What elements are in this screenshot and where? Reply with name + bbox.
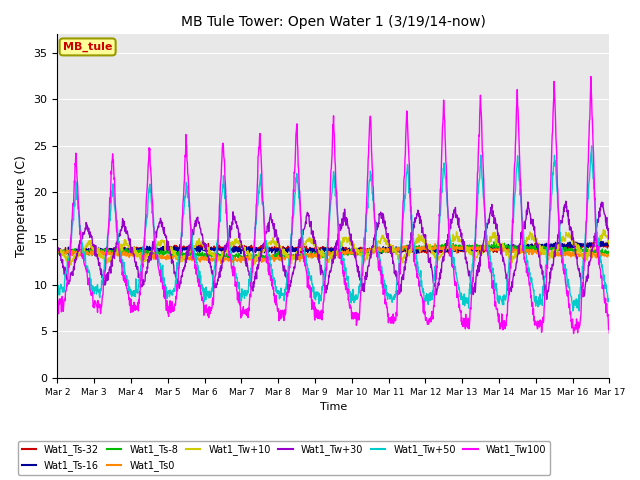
Wat1_Ts-32 xyxy=(592,239,600,245)
Wat1_Ts-8 xyxy=(310,252,317,258)
Title: MB Tule Tower: Open Water 1 (3/19/14-now): MB Tule Tower: Open Water 1 (3/19/14-now… xyxy=(181,15,486,29)
Wat1_Ts-16 xyxy=(97,246,104,252)
Wat1_Tw+10 xyxy=(310,239,317,245)
Wat1_Tw100 xyxy=(309,299,317,305)
Wat1_Tw+50 xyxy=(299,238,307,243)
Wat1_Ts-8 xyxy=(300,253,307,259)
Wat1_Tw+10 xyxy=(67,262,75,268)
Wat1_Ts-8 xyxy=(368,249,376,255)
Wat1_Tw+30 xyxy=(309,234,317,240)
Wat1_Ts0 xyxy=(54,251,61,257)
Line: Wat1_Ts-8: Wat1_Ts-8 xyxy=(58,242,609,260)
Wat1_Ts0 xyxy=(310,254,317,260)
Wat1_Ts-32 xyxy=(300,245,307,251)
Wat1_Tw+10 xyxy=(605,234,613,240)
Wat1_Ts-16 xyxy=(300,247,307,252)
Text: MB_tule: MB_tule xyxy=(63,42,112,52)
Wat1_Tw+30 xyxy=(119,216,127,222)
Wat1_Ts-16 xyxy=(119,247,127,253)
X-axis label: Time: Time xyxy=(320,402,347,412)
Wat1_Ts-16 xyxy=(54,249,61,255)
Wat1_Ts-8 xyxy=(288,255,296,261)
Wat1_Ts-16 xyxy=(310,249,317,254)
Line: Wat1_Ts0: Wat1_Ts0 xyxy=(58,244,609,264)
Y-axis label: Temperature (C): Temperature (C) xyxy=(15,155,28,257)
Wat1_Tw+50 xyxy=(588,143,595,149)
Wat1_Tw+10 xyxy=(368,250,376,255)
Wat1_Tw100 xyxy=(367,146,375,152)
Wat1_Ts-8 xyxy=(605,250,613,256)
Wat1_Tw+30 xyxy=(367,252,375,257)
Wat1_Tw100 xyxy=(288,234,296,240)
Wat1_Tw+10 xyxy=(288,256,296,262)
Wat1_Ts0 xyxy=(368,249,376,255)
Wat1_Tw+30 xyxy=(96,267,104,273)
Wat1_Tw+50 xyxy=(605,295,613,301)
Wat1_Ts-32 xyxy=(368,246,376,252)
Wat1_Ts-32 xyxy=(288,246,296,252)
Wat1_Tw100 xyxy=(119,269,127,275)
Wat1_Tw100 xyxy=(54,296,61,301)
Wat1_Tw100 xyxy=(587,73,595,79)
Wat1_Ts-16 xyxy=(368,248,376,253)
Wat1_Tw100 xyxy=(299,250,307,256)
Legend: Wat1_Ts-32, Wat1_Ts-16, Wat1_Ts-8, Wat1_Ts0, Wat1_Tw+10, Wat1_Tw+30, Wat1_Tw+50,: Wat1_Ts-32, Wat1_Ts-16, Wat1_Ts-8, Wat1_… xyxy=(18,441,550,475)
Wat1_Tw100 xyxy=(570,331,577,336)
Wat1_Ts-32 xyxy=(605,239,613,245)
Wat1_Ts0 xyxy=(217,261,225,266)
Wat1_Tw+50 xyxy=(96,291,104,297)
Wat1_Ts-16 xyxy=(597,238,605,244)
Wat1_Tw+50 xyxy=(575,308,583,314)
Wat1_Tw+10 xyxy=(119,243,127,249)
Wat1_Ts-8 xyxy=(96,249,104,254)
Line: Wat1_Ts-32: Wat1_Ts-32 xyxy=(58,242,609,255)
Wat1_Tw+30 xyxy=(605,236,613,242)
Wat1_Tw+10 xyxy=(97,251,104,257)
Wat1_Ts0 xyxy=(96,252,104,257)
Wat1_Tw+50 xyxy=(309,286,317,291)
Wat1_Ts-16 xyxy=(92,253,99,259)
Wat1_Tw+30 xyxy=(562,198,570,204)
Line: Wat1_Tw+50: Wat1_Tw+50 xyxy=(58,146,609,311)
Wat1_Ts-32 xyxy=(119,246,127,252)
Wat1_Tw+10 xyxy=(54,244,61,250)
Wat1_Tw+50 xyxy=(54,282,61,288)
Wat1_Tw+50 xyxy=(367,174,375,180)
Wat1_Tw+10 xyxy=(300,245,307,251)
Line: Wat1_Ts-16: Wat1_Ts-16 xyxy=(58,241,609,256)
Wat1_Tw100 xyxy=(605,330,613,336)
Wat1_Tw+30 xyxy=(543,297,550,302)
Wat1_Ts-32 xyxy=(310,248,317,253)
Line: Wat1_Tw100: Wat1_Tw100 xyxy=(58,76,609,334)
Wat1_Ts-16 xyxy=(288,243,296,249)
Wat1_Ts0 xyxy=(605,252,613,258)
Wat1_Ts0 xyxy=(288,256,296,262)
Wat1_Ts-8 xyxy=(490,239,498,245)
Wat1_Tw+10 xyxy=(600,227,607,232)
Wat1_Ts-8 xyxy=(275,257,282,263)
Wat1_Ts0 xyxy=(119,250,127,255)
Wat1_Tw+50 xyxy=(119,257,127,263)
Wat1_Ts0 xyxy=(300,252,307,258)
Wat1_Ts-32 xyxy=(97,248,104,254)
Wat1_Ts-8 xyxy=(54,249,61,254)
Wat1_Ts-8 xyxy=(119,249,127,254)
Wat1_Tw+30 xyxy=(288,275,296,281)
Line: Wat1_Tw+30: Wat1_Tw+30 xyxy=(58,201,609,300)
Wat1_Tw+50 xyxy=(288,231,296,237)
Wat1_Tw+30 xyxy=(299,231,307,237)
Line: Wat1_Tw+10: Wat1_Tw+10 xyxy=(58,229,609,265)
Wat1_Ts0 xyxy=(431,241,439,247)
Wat1_Ts-32 xyxy=(54,250,61,256)
Wat1_Tw100 xyxy=(96,303,104,309)
Wat1_Ts-32 xyxy=(65,252,73,258)
Wat1_Ts-16 xyxy=(605,239,613,244)
Wat1_Tw+30 xyxy=(54,244,61,250)
